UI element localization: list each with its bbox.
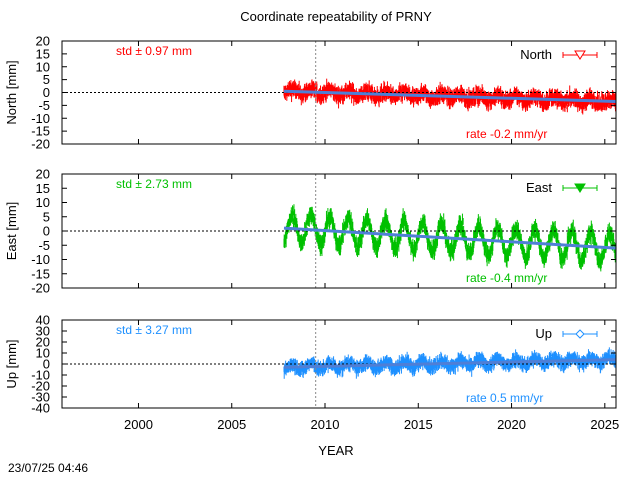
east-ytick-label: 0 bbox=[43, 224, 50, 239]
up-y-axis-title: Up [mm] bbox=[4, 339, 19, 388]
north-ytick-label: -15 bbox=[31, 124, 50, 139]
up-ytick-label: 20 bbox=[36, 335, 50, 350]
up-ytick-label: 30 bbox=[36, 324, 50, 339]
timestamp: 23/07/25 04:46 bbox=[8, 461, 89, 475]
east-ytick-label: 20 bbox=[36, 167, 50, 182]
north-ytick-label: -20 bbox=[31, 137, 50, 152]
up-ytick-label: -30 bbox=[31, 390, 50, 405]
east-ytick-label: 10 bbox=[36, 195, 50, 210]
up-ytick-label: -40 bbox=[31, 401, 50, 416]
up-ytick-label: -10 bbox=[31, 368, 50, 383]
north-rate-label: rate -0.2 mm/yr bbox=[466, 127, 547, 141]
chart-title: Coordinate repeatability of PRNY bbox=[240, 9, 432, 24]
north-legend-marker bbox=[574, 50, 586, 60]
east-legend-label: East bbox=[526, 180, 552, 195]
east-std-label: std ± 2.73 mm bbox=[116, 177, 192, 191]
east-ytick-label: -15 bbox=[31, 266, 50, 281]
x-axis-title: YEAR bbox=[318, 443, 353, 458]
east-legend-marker bbox=[574, 183, 586, 193]
east-ytick-label: -5 bbox=[38, 238, 50, 253]
north-ytick-label: 20 bbox=[36, 34, 50, 49]
north-legend-label: North bbox=[520, 47, 552, 62]
north-ytick-label: -5 bbox=[38, 98, 50, 113]
up-ytick-label: 40 bbox=[36, 313, 50, 328]
north-ytick-label: -10 bbox=[31, 111, 50, 126]
east-ytick-label: 15 bbox=[36, 181, 50, 196]
north-ytick-label: 5 bbox=[43, 72, 50, 87]
north-ytick-label: 15 bbox=[36, 46, 50, 61]
x-tick-label: 2010 bbox=[311, 417, 340, 432]
east-rate-label: rate -0.4 mm/yr bbox=[466, 271, 547, 285]
up-ytick-label: -20 bbox=[31, 379, 50, 394]
x-tick-label: 2005 bbox=[217, 417, 246, 432]
up-rate-label: rate 0.5 mm/yr bbox=[466, 391, 543, 405]
up-trend-line bbox=[283, 358, 617, 369]
up-std-label: std ± 3.27 mm bbox=[116, 323, 192, 337]
x-tick-label: 2000 bbox=[124, 417, 153, 432]
up-legend-label: Up bbox=[535, 326, 552, 341]
east-y-axis-title: East [mm] bbox=[4, 202, 19, 261]
east-ytick-label: 5 bbox=[43, 209, 50, 224]
east-ytick-label: -10 bbox=[31, 252, 50, 267]
up-ytick-label: 10 bbox=[36, 346, 50, 361]
x-tick-label: 2015 bbox=[404, 417, 433, 432]
north-std-label: std ± 0.97 mm bbox=[116, 44, 192, 58]
north-ytick-label: 0 bbox=[43, 85, 50, 100]
north-ytick-label: 10 bbox=[36, 59, 50, 74]
north-trend-line bbox=[283, 89, 617, 104]
x-tick-label: 2025 bbox=[590, 417, 619, 432]
east-ytick-label: -20 bbox=[31, 281, 50, 296]
up-legend-marker bbox=[575, 329, 585, 339]
x-tick-label: 2020 bbox=[497, 417, 526, 432]
north-y-axis-title: North [mm] bbox=[4, 60, 19, 124]
east-trend-line bbox=[283, 226, 617, 250]
up-ytick-label: 0 bbox=[43, 357, 50, 372]
